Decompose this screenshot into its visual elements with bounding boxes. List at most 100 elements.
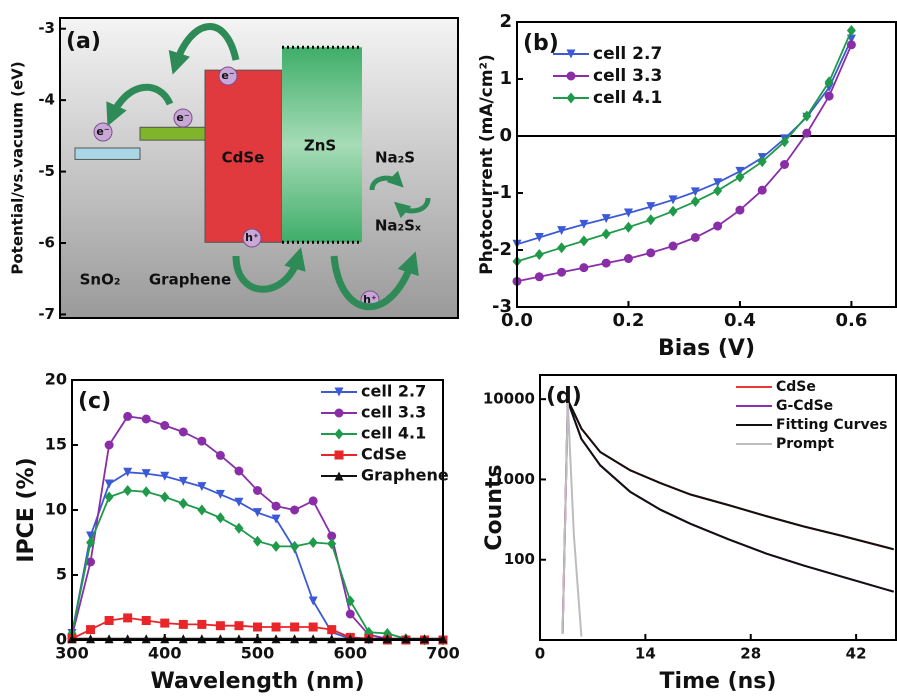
marker [824,76,834,88]
carrier-label: e⁻ [96,125,109,138]
series-line [516,30,853,263]
marker [601,214,611,224]
marker [271,622,281,632]
marker [668,195,678,205]
legend-marker [334,428,344,440]
marker [215,489,225,499]
x-tick-label: 0 [535,645,545,663]
marker [271,540,281,552]
marker [197,482,207,492]
x-tick-label: 0.2 [613,310,645,331]
marker [345,609,355,619]
marker [668,241,678,251]
marker [557,242,567,254]
marker [178,619,188,629]
carrier-label: e⁻ [176,111,189,124]
marker [253,622,262,632]
legend-label: cell 4.1 [593,88,662,108]
x-tick-label: 400 [148,644,181,663]
marker [141,469,151,479]
legend-label: G-CdSe [776,398,833,414]
marker [846,25,856,37]
marker [579,263,589,273]
legend-marker [334,408,344,418]
marker [253,535,262,547]
y-tick-label: 1000 [493,470,535,488]
marker [308,537,318,548]
legend-label: cell 2.7 [361,382,426,401]
legend-label: Fitting Curves [776,417,888,433]
marker [345,595,355,607]
y-tick-label: -2 [492,239,512,260]
marker [271,514,281,524]
marker [735,166,745,176]
y-tick-label: 1 [499,68,512,89]
x-tick-label: 14 [635,645,656,663]
series-line [566,399,894,551]
x-tick-label: 28 [740,645,761,663]
marker [308,622,318,632]
legend-marker [566,49,576,59]
y-tick-label: 20 [45,370,67,389]
marker [327,531,337,541]
legend-marker [334,387,344,397]
marker [780,136,790,148]
marker [557,267,567,277]
marker [86,531,96,541]
y-tick-label: 0 [56,630,67,649]
marker [104,440,114,450]
marker [141,414,151,424]
marker [160,471,170,481]
marker [178,476,188,486]
marker [534,249,544,261]
legend-marker [566,71,576,81]
x-axis-label: Bias (V) [658,336,755,361]
marker [534,232,544,242]
legend-label: CdSe [361,445,407,464]
x-tick-label: 42 [846,645,867,663]
y-axis-label: Potential/vs.vacuum (eV) [9,61,27,274]
carrier-label: e⁻ [221,69,234,82]
marker [579,235,589,247]
plot-frame [71,379,444,641]
y-tick-label: 10 [45,500,67,519]
band [74,147,141,160]
y-tick-label: 0 [499,125,512,146]
marker [623,254,633,264]
marker [160,491,170,503]
y-tick-label: 10000 [483,390,535,408]
marker [646,202,656,212]
marker [713,185,723,197]
marker [601,228,611,240]
marker [690,232,700,242]
marker [802,128,812,138]
marker [123,485,133,496]
legend-marker [566,92,576,104]
series-line [566,400,894,593]
marker [668,205,678,217]
legend-label: cell 2.7 [593,44,662,64]
marker [197,619,207,629]
band-label: SnO₂ [80,271,121,289]
legend-label: cell 3.3 [593,66,662,86]
marker [234,522,244,534]
carrier-label: h⁺ [363,293,377,306]
x-tick-label: 0.6 [835,310,867,331]
x-tick-label: 600 [334,644,367,663]
x-tick-label: 500 [241,644,274,663]
plot-frame [516,21,897,308]
marker [802,110,812,122]
marker [141,616,151,625]
series-line [561,400,894,634]
marker [104,616,114,625]
marker [215,621,225,631]
marker [215,450,225,460]
marker [197,436,207,446]
marker [308,596,318,606]
y-tick-label: -5 [38,162,55,180]
carrier-label: h⁺ [245,231,259,244]
marker [123,411,133,421]
legend-label: Graphene [361,466,449,485]
marker [271,501,281,511]
